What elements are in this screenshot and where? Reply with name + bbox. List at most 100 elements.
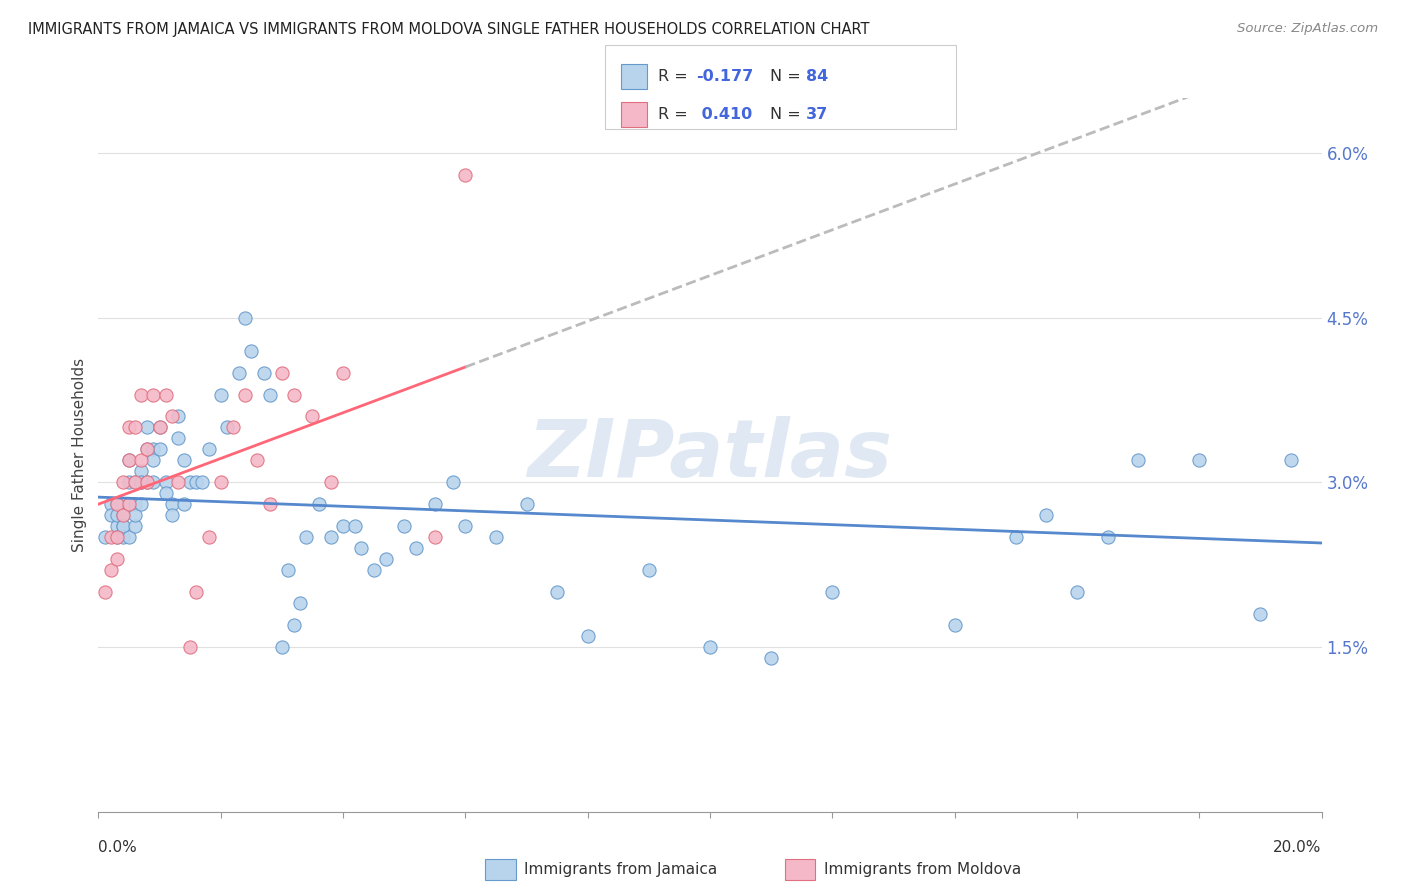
- Point: [118, 497, 141, 511]
- Point: [197, 530, 219, 544]
- Text: Immigrants from Jamaica: Immigrants from Jamaica: [524, 863, 717, 877]
- Point: [142, 442, 165, 457]
- Point: [136, 475, 159, 490]
- Point: [105, 519, 128, 533]
- Point: [546, 585, 568, 599]
- Point: [1128, 453, 1150, 467]
- Point: [363, 563, 385, 577]
- Point: [423, 497, 446, 511]
- Point: [332, 519, 354, 533]
- Point: [149, 420, 172, 434]
- Text: 0.410: 0.410: [696, 106, 752, 121]
- Point: [252, 366, 274, 380]
- Point: [105, 530, 128, 544]
- Point: [454, 168, 477, 182]
- Point: [100, 497, 122, 511]
- Point: [105, 497, 128, 511]
- Point: [405, 541, 427, 556]
- Point: [167, 409, 190, 424]
- Point: [142, 475, 165, 490]
- Point: [142, 453, 165, 467]
- Point: [173, 453, 195, 467]
- Text: 20.0%: 20.0%: [1274, 840, 1322, 855]
- Point: [1035, 508, 1057, 523]
- Point: [105, 552, 128, 566]
- Point: [290, 596, 312, 610]
- Point: [129, 464, 152, 478]
- Point: [167, 475, 190, 490]
- Point: [943, 618, 966, 632]
- Point: [277, 563, 299, 577]
- Point: [136, 442, 159, 457]
- Point: [319, 530, 342, 544]
- Point: [93, 530, 115, 544]
- Point: [149, 442, 172, 457]
- Point: [179, 475, 201, 490]
- Point: [423, 530, 446, 544]
- Point: [270, 640, 292, 654]
- Text: 0.0%: 0.0%: [98, 840, 138, 855]
- Point: [124, 475, 146, 490]
- Text: ZIPatlas: ZIPatlas: [527, 416, 893, 494]
- Point: [222, 420, 245, 434]
- Point: [118, 453, 141, 467]
- Point: [186, 475, 208, 490]
- Point: [111, 508, 134, 523]
- Point: [111, 530, 134, 544]
- Text: IMMIGRANTS FROM JAMAICA VS IMMIGRANTS FROM MOLDOVA SINGLE FATHER HOUSEHOLDS CORR: IMMIGRANTS FROM JAMAICA VS IMMIGRANTS FR…: [28, 22, 870, 37]
- Point: [160, 508, 183, 523]
- Point: [105, 530, 128, 544]
- Point: [160, 409, 183, 424]
- Point: [129, 453, 152, 467]
- Point: [118, 530, 141, 544]
- Point: [167, 432, 190, 446]
- Point: [1279, 453, 1302, 467]
- Point: [209, 387, 232, 401]
- Point: [197, 442, 219, 457]
- Point: [142, 387, 165, 401]
- Point: [111, 519, 134, 533]
- Text: 37: 37: [806, 106, 828, 121]
- Point: [1188, 453, 1211, 467]
- Point: [129, 497, 152, 511]
- Point: [155, 475, 177, 490]
- Point: [350, 541, 373, 556]
- Text: -0.177: -0.177: [696, 70, 754, 85]
- Point: [149, 420, 172, 434]
- Point: [118, 453, 141, 467]
- Point: [111, 475, 134, 490]
- Point: [392, 519, 416, 533]
- Point: [100, 508, 122, 523]
- Point: [233, 310, 256, 325]
- Point: [485, 530, 508, 544]
- Point: [332, 366, 354, 380]
- Point: [576, 629, 599, 643]
- Point: [100, 530, 122, 544]
- Point: [136, 442, 159, 457]
- Point: [344, 519, 367, 533]
- Point: [124, 420, 146, 434]
- Point: [228, 366, 250, 380]
- Point: [759, 651, 782, 665]
- Point: [441, 475, 464, 490]
- Point: [1097, 530, 1119, 544]
- Point: [100, 563, 122, 577]
- Text: R =: R =: [658, 70, 693, 85]
- Point: [105, 508, 128, 523]
- Point: [105, 497, 128, 511]
- Point: [295, 530, 318, 544]
- Point: [283, 387, 305, 401]
- Text: N =: N =: [770, 70, 807, 85]
- Text: 84: 84: [806, 70, 828, 85]
- Point: [111, 519, 134, 533]
- Text: Immigrants from Moldova: Immigrants from Moldova: [824, 863, 1021, 877]
- Point: [1004, 530, 1026, 544]
- Point: [136, 475, 159, 490]
- Point: [637, 563, 661, 577]
- Point: [118, 497, 141, 511]
- Point: [191, 475, 214, 490]
- Point: [186, 585, 208, 599]
- Text: R =: R =: [658, 106, 693, 121]
- Point: [259, 387, 281, 401]
- Point: [308, 497, 330, 511]
